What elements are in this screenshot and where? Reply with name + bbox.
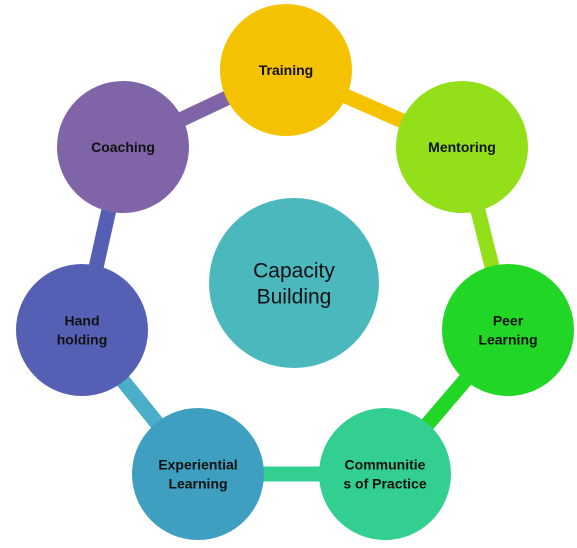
node-circle-hand-holding <box>16 264 148 396</box>
node-hand-holding-label-line-2: holding <box>57 331 108 347</box>
center-label-line-2: Building <box>257 285 332 308</box>
node-circle-communities-of-practice <box>319 408 451 540</box>
node-hand-holding-label-line-1: Hand <box>65 312 100 328</box>
node-circle-mentoring <box>396 81 528 213</box>
node-circle-training <box>220 4 352 136</box>
center-circle-capacity-building <box>209 198 379 368</box>
node-coaching: Coaching <box>57 81 189 213</box>
node-peer-learning-label-line-2: Learning <box>478 331 537 347</box>
node-peer-learning: Peer Learning <box>442 264 574 396</box>
node-communities-of-practice-label-line-2: s of Practice <box>343 475 426 491</box>
node-coaching-label-line-1: Coaching <box>91 139 155 155</box>
node-training: Training <box>220 4 352 136</box>
node-experiential-learning: Experiential Learning <box>132 408 264 540</box>
center-label-line-1: Capacity <box>253 259 335 282</box>
node-hand-holding: Hand holding <box>16 264 148 396</box>
center-layer: Capacity Building <box>209 198 379 368</box>
node-experiential-learning-label-line-2: Learning <box>168 475 227 491</box>
node-peer-learning-label-line-1: Peer <box>493 312 524 328</box>
node-circle-peer-learning <box>442 264 574 396</box>
node-experiential-learning-label-line-1: Experiential <box>158 456 237 472</box>
node-circle-experiential-learning <box>132 408 264 540</box>
node-mentoring: Mentoring <box>396 81 528 213</box>
node-communities-of-practice-label-line-1: Communitie <box>345 456 426 472</box>
node-mentoring-label-line-1: Mentoring <box>428 139 496 155</box>
node-circle-coaching <box>57 81 189 213</box>
node-communities-of-practice: Communitie s of Practice <box>319 408 451 540</box>
node-layer: Training Mentoring Peer Learning Communitie s… <box>16 4 574 540</box>
node-training-label-line-1: Training <box>259 62 313 78</box>
